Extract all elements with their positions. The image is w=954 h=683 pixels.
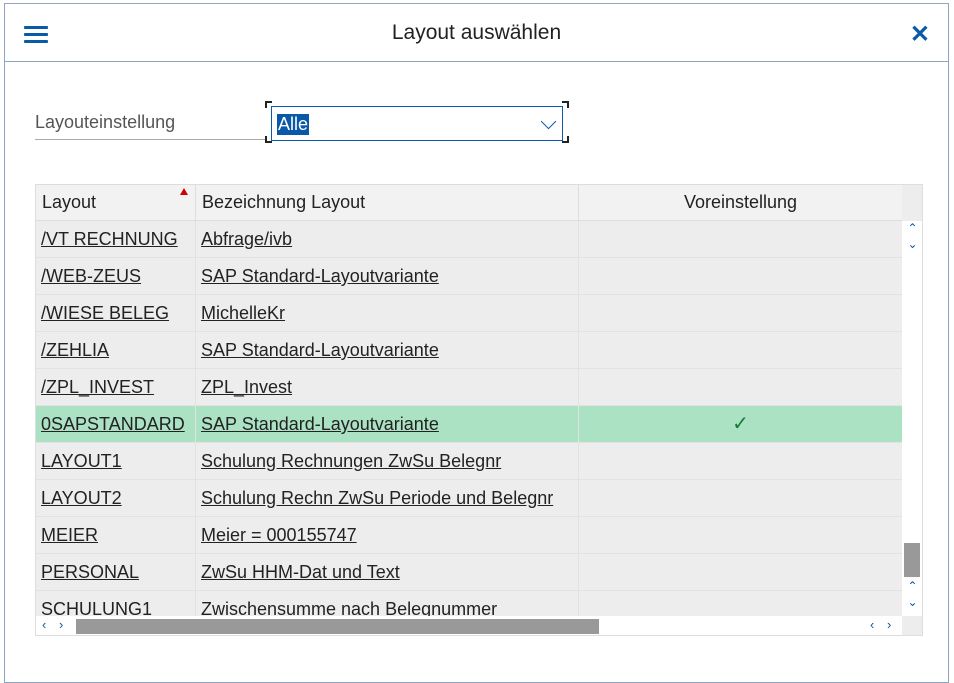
close-icon[interactable]: ✕	[909, 21, 930, 48]
cell-layout[interactable]: /ZPL_INVEST	[36, 369, 196, 405]
layout-link[interactable]: /WIESE BELEG	[41, 303, 170, 323]
cell-default	[579, 554, 902, 590]
table-header: Layout Bezeichnung Layout Voreinstellung	[36, 185, 902, 221]
cell-layout[interactable]: /WIESE BELEG	[36, 295, 196, 331]
focus-corner	[265, 101, 272, 108]
layout-table: Layout Bezeichnung Layout Voreinstellung…	[35, 184, 923, 636]
layout-setting-value: Alle	[277, 114, 310, 135]
focus-corner	[562, 101, 569, 108]
cell-name[interactable]: SAP Standard-Layoutvariante	[196, 332, 579, 368]
layout-link[interactable]: LAYOUT2	[41, 488, 122, 508]
layout-name-link[interactable]: Schulung Rechnungen ZwSu Belegnr	[201, 451, 502, 471]
cell-default	[579, 591, 902, 616]
cell-default	[579, 517, 902, 553]
table-row[interactable]: 0SAPSTANDARD SAP Standard-Layoutvariante ✓	[36, 406, 902, 443]
layout-name-link[interactable]: SAP Standard-Layoutvariante	[201, 340, 439, 360]
cell-layout[interactable]: PERSONAL	[36, 554, 196, 590]
table-row[interactable]: SCHULUNG1 Zwischensumme nach Belegnummer	[36, 591, 902, 616]
layout-name-link[interactable]: Zwischensumme nach Belegnummer	[201, 599, 498, 616]
horizontal-scrollbar[interactable]: ‹ › ‹ ›	[36, 616, 902, 635]
layout-link[interactable]: LAYOUT1	[41, 451, 122, 471]
hamburger-icon[interactable]	[24, 26, 48, 44]
table-row[interactable]: /WIESE BELEG MichelleKr	[36, 295, 902, 332]
table-row[interactable]: /WEB-ZEUS SAP Standard-Layoutvariante	[36, 258, 902, 295]
sort-ascending-icon	[180, 188, 188, 195]
scroll-down-icon[interactable]: ⌄	[907, 595, 918, 609]
cell-name[interactable]: Abfrage/ivb	[196, 221, 579, 257]
cell-default	[579, 221, 902, 257]
focus-corner	[562, 136, 569, 143]
scroll-right-icon[interactable]: ›	[59, 617, 64, 632]
chevron-down-icon[interactable]	[540, 113, 557, 130]
cell-layout[interactable]: /WEB-ZEUS	[36, 258, 196, 294]
scroll-up-icon[interactable]: ⌃	[907, 579, 918, 593]
cell-default	[579, 443, 902, 479]
table-row[interactable]: LAYOUT1 Schulung Rechnungen ZwSu Belegnr	[36, 443, 902, 480]
layout-name-link[interactable]: ZwSu HHM-Dat und Text	[201, 562, 400, 582]
cell-name[interactable]: Meier = 000155747	[196, 517, 579, 553]
layout-name-link[interactable]: Schulung Rechn ZwSu Periode und Belegnr	[201, 488, 554, 508]
layout-link[interactable]: MEIER	[41, 525, 99, 545]
cell-name[interactable]: Zwischensumme nach Belegnummer	[196, 591, 579, 616]
checkmark-icon: ✓	[732, 413, 749, 435]
column-header-layout[interactable]: Layout	[36, 185, 196, 221]
layout-dialog: Layout auswählen ✕ Layouteinstellung All…	[4, 3, 949, 683]
cell-name[interactable]: ZwSu HHM-Dat und Text	[196, 554, 579, 590]
scroll-right-icon[interactable]: ›	[887, 617, 892, 632]
cell-name[interactable]: ZPL_Invest	[196, 369, 579, 405]
cell-layout[interactable]: SCHULUNG1	[36, 591, 196, 616]
dialog-title: Layout auswählen	[391, 21, 562, 44]
scroll-down-icon[interactable]: ⌄	[907, 237, 918, 251]
layout-link[interactable]: SCHULUNG1	[41, 599, 153, 616]
layout-name-link[interactable]: Abfrage/ivb	[201, 229, 293, 249]
cell-default	[579, 480, 902, 516]
cell-default	[579, 332, 902, 368]
layout-link[interactable]: /WEB-ZEUS	[41, 266, 142, 286]
cell-name[interactable]: SAP Standard-Layoutvariante	[196, 258, 579, 294]
cell-name[interactable]: Schulung Rechnungen ZwSu Belegnr	[196, 443, 579, 479]
cell-layout[interactable]: 0SAPSTANDARD	[36, 406, 196, 442]
cell-name[interactable]: SAP Standard-Layoutvariante	[196, 406, 579, 442]
table-row[interactable]: /VT RECHNUNG Abfrage/ivb	[36, 221, 902, 258]
layout-link[interactable]: /VT RECHNUNG	[41, 229, 178, 249]
layout-link[interactable]: /ZPL_INVEST	[41, 377, 155, 397]
layout-name-link[interactable]: ZPL_Invest	[201, 377, 293, 397]
table-row[interactable]: /ZPL_INVEST ZPL_Invest	[36, 369, 902, 406]
scroll-left-icon[interactable]: ‹	[870, 617, 875, 632]
layout-setting-label: Layouteinstellung	[35, 112, 267, 140]
layout-name-link[interactable]: SAP Standard-Layoutvariante	[201, 266, 439, 286]
cell-name[interactable]: Schulung Rechn ZwSu Periode und Belegnr	[196, 480, 579, 516]
table-row[interactable]: LAYOUT2 Schulung Rechn ZwSu Periode und B…	[36, 480, 902, 517]
layout-setting-select[interactable]: Alle	[271, 106, 563, 141]
layout-link[interactable]: 0SAPSTANDARD	[41, 414, 185, 434]
cell-layout[interactable]: /ZEHLIA	[36, 332, 196, 368]
vertical-scroll-thumb[interactable]	[904, 543, 920, 577]
table-body: /VT RECHNUNG Abfrage/ivb/WEB-ZEUS SAP Stan…	[36, 221, 902, 616]
cell-layout[interactable]: MEIER	[36, 517, 196, 553]
scroll-up-icon[interactable]: ⌃	[907, 221, 918, 235]
cell-layout[interactable]: /VT RECHNUNG	[36, 221, 196, 257]
focus-corner	[265, 136, 272, 143]
dialog-header: Layout auswählen ✕	[5, 4, 948, 62]
column-header-default[interactable]: Voreinstellung	[683, 192, 798, 212]
layout-name-link[interactable]: SAP Standard-Layoutvariante	[201, 414, 439, 434]
scroll-left-icon[interactable]: ‹	[42, 617, 47, 632]
cell-layout[interactable]: LAYOUT2	[36, 480, 196, 516]
cell-name[interactable]: MichelleKr	[196, 295, 579, 331]
vertical-scrollbar[interactable]: ⌃ ⌄ ⌃ ⌄	[902, 221, 922, 616]
layout-name-link[interactable]: MichelleKr	[201, 303, 286, 323]
layout-name-link[interactable]: Meier = 000155747	[201, 525, 357, 545]
column-header-label: Layout	[42, 192, 97, 212]
table-row[interactable]: MEIER Meier = 000155747	[36, 517, 902, 554]
layout-link[interactable]: PERSONAL	[41, 562, 140, 582]
cell-default	[579, 295, 902, 331]
cell-default	[579, 369, 902, 405]
table-row[interactable]: PERSONAL ZwSu HHM-Dat und Text	[36, 554, 902, 591]
cell-layout[interactable]: LAYOUT1	[36, 443, 196, 479]
column-header-name[interactable]: Bezeichnung Layout	[196, 185, 579, 221]
layout-link[interactable]: /ZEHLIA	[41, 340, 110, 360]
cell-default	[579, 258, 902, 294]
horizontal-scroll-thumb[interactable]	[76, 619, 599, 634]
table-row[interactable]: /ZEHLIA SAP Standard-Layoutvariante	[36, 332, 902, 369]
